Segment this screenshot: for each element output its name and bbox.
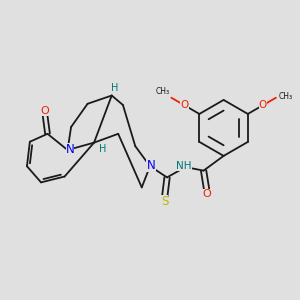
Text: H: H	[99, 144, 106, 154]
Text: O: O	[202, 189, 211, 199]
Text: CH₃: CH₃	[278, 92, 292, 101]
Text: N: N	[146, 159, 154, 172]
Text: NH: NH	[176, 161, 192, 171]
Text: O: O	[259, 100, 267, 110]
Text: S: S	[161, 195, 168, 208]
Text: CH₃: CH₃	[155, 87, 170, 96]
Text: O: O	[181, 100, 189, 110]
Text: N: N	[65, 143, 74, 156]
Text: H: H	[111, 83, 118, 93]
Text: O: O	[40, 106, 49, 116]
Text: N: N	[147, 159, 156, 172]
